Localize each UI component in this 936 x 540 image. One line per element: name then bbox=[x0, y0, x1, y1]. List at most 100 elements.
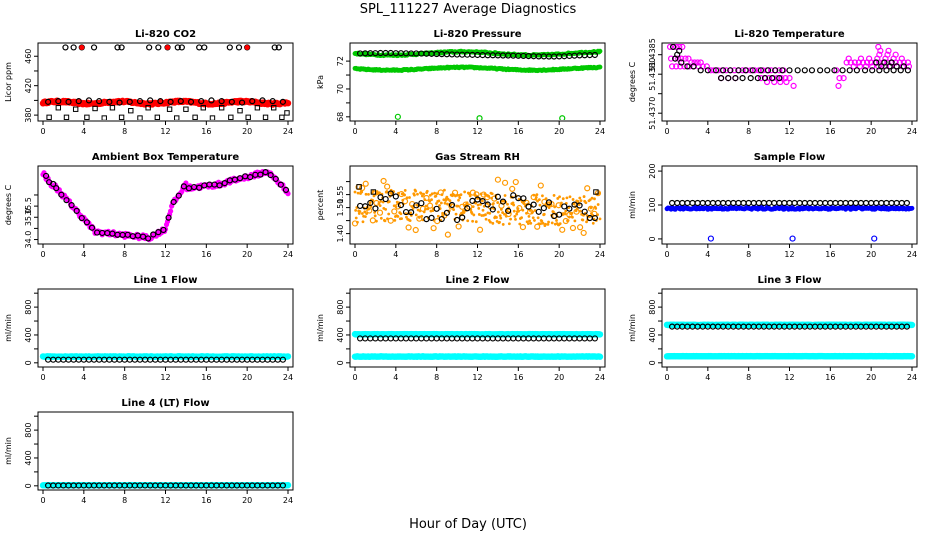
data-point bbox=[226, 44, 233, 51]
data-point bbox=[187, 98, 195, 105]
series-raw bbox=[39, 353, 292, 361]
series-min bbox=[663, 352, 916, 360]
data-point bbox=[155, 44, 162, 51]
data-point bbox=[379, 216, 383, 220]
data-point bbox=[817, 67, 824, 74]
data-point bbox=[84, 114, 90, 120]
series-raw bbox=[666, 44, 913, 90]
x-tick-label: 16 bbox=[513, 250, 523, 259]
data-point bbox=[106, 98, 113, 105]
x-tick-label: 20 bbox=[242, 250, 252, 259]
data-point bbox=[750, 199, 757, 207]
data-point bbox=[456, 204, 460, 208]
data-point bbox=[666, 44, 674, 50]
data-point bbox=[472, 213, 476, 217]
data-point bbox=[166, 106, 173, 112]
data-point bbox=[396, 215, 400, 218]
data-point bbox=[507, 222, 511, 226]
data-point bbox=[515, 212, 519, 216]
data-point bbox=[727, 67, 734, 74]
data-point bbox=[438, 204, 441, 207]
data-point bbox=[535, 193, 539, 197]
data-point bbox=[516, 205, 523, 212]
x-tick-label: 0 bbox=[352, 250, 357, 259]
data-point bbox=[596, 203, 600, 206]
data-point bbox=[154, 114, 161, 120]
data-point bbox=[208, 97, 215, 104]
data-point bbox=[530, 194, 537, 201]
data-point bbox=[201, 44, 208, 51]
data-point bbox=[541, 194, 544, 198]
x-tick-label: 16 bbox=[201, 496, 211, 505]
data-point bbox=[777, 78, 784, 86]
data-point bbox=[881, 59, 888, 66]
data-point bbox=[405, 224, 412, 231]
data-point bbox=[699, 199, 706, 207]
plot-area bbox=[664, 199, 915, 242]
data-point bbox=[211, 181, 218, 188]
data-point bbox=[546, 222, 550, 226]
data-point bbox=[897, 67, 904, 74]
panel-title: Gas Stream RH bbox=[435, 152, 520, 163]
data-point bbox=[479, 197, 486, 205]
data-point bbox=[847, 199, 854, 207]
panel-line2: Line 2 Flow 0 4 8 12 16 20 24 0 400 800 ml/min bbox=[316, 275, 606, 382]
panel-title: Line 1 Flow bbox=[134, 275, 198, 286]
data-point bbox=[137, 115, 143, 120]
data-point bbox=[88, 224, 96, 231]
data-point bbox=[801, 67, 808, 74]
data-point bbox=[99, 229, 106, 237]
y-tick-label: 35.0 bbox=[24, 208, 33, 226]
data-point bbox=[114, 44, 121, 51]
data-point bbox=[577, 203, 581, 206]
x-tick-label: 20 bbox=[242, 373, 252, 382]
x-tick-label: 0 bbox=[664, 127, 669, 136]
figure-xlabel: Hour of Day (UTC) bbox=[409, 517, 527, 532]
data-point bbox=[484, 217, 488, 221]
data-point bbox=[742, 67, 749, 74]
data-point bbox=[550, 221, 554, 225]
y-tick-label: 0 bbox=[24, 483, 33, 488]
data-point bbox=[676, 47, 683, 54]
data-point bbox=[145, 235, 152, 242]
data-point bbox=[747, 74, 754, 82]
x-tick-label: 24 bbox=[595, 250, 605, 259]
data-point bbox=[845, 55, 852, 62]
data-point bbox=[510, 192, 517, 199]
data-point bbox=[525, 203, 532, 210]
data-point bbox=[96, 98, 103, 105]
data-point bbox=[873, 199, 880, 207]
data-point bbox=[372, 205, 379, 212]
data-point bbox=[164, 44, 171, 51]
y-tick-label: 0 bbox=[648, 236, 657, 241]
data-point bbox=[509, 217, 512, 221]
data-point bbox=[556, 197, 560, 200]
data-point bbox=[373, 214, 377, 218]
data-point bbox=[377, 194, 384, 201]
data-point bbox=[501, 179, 509, 186]
x-tick-label: 20 bbox=[866, 127, 876, 136]
data-point bbox=[512, 178, 519, 186]
data-point bbox=[136, 98, 144, 105]
data-point bbox=[126, 98, 133, 105]
data-point bbox=[526, 222, 530, 225]
data-point bbox=[527, 214, 531, 218]
data-point bbox=[360, 190, 364, 194]
data-point bbox=[869, 63, 876, 70]
data-point bbox=[101, 115, 107, 120]
data-point bbox=[416, 215, 423, 222]
x-tick-label: 24 bbox=[283, 496, 293, 505]
data-point bbox=[539, 222, 542, 226]
panel-title: Line 2 Flow bbox=[446, 275, 510, 286]
data-point bbox=[866, 55, 873, 62]
data-point bbox=[572, 202, 576, 206]
data-point bbox=[364, 215, 367, 219]
data-point bbox=[488, 211, 492, 215]
y-tick-label: 51.4380 bbox=[648, 58, 657, 91]
data-point bbox=[252, 171, 259, 178]
panel-title: Li-820 CO2 bbox=[135, 29, 196, 40]
data-point bbox=[888, 59, 895, 66]
data-point bbox=[351, 220, 359, 227]
data-point bbox=[271, 105, 277, 111]
data-point bbox=[755, 199, 762, 207]
